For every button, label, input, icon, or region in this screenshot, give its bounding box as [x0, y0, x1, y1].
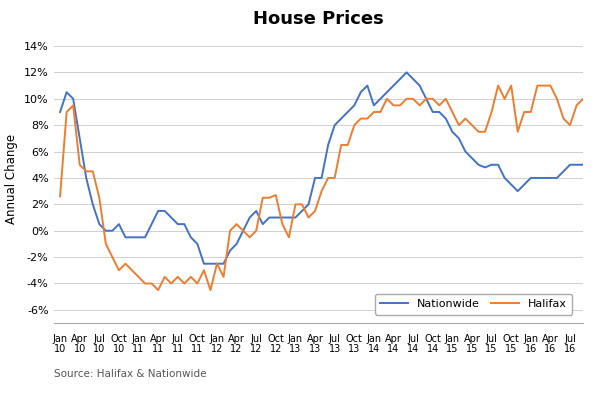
Halifax — [337, 143, 345, 147]
Text: 11: 11 — [133, 344, 145, 354]
Nationwide — [383, 90, 390, 95]
Text: 11: 11 — [191, 344, 203, 354]
Text: 13: 13 — [309, 344, 321, 354]
Text: Apr: Apr — [71, 334, 88, 344]
Text: Oct: Oct — [189, 334, 206, 344]
Text: Oct: Oct — [111, 334, 127, 344]
Text: 15: 15 — [505, 344, 518, 354]
Text: Jan: Jan — [523, 334, 538, 344]
Text: Apr: Apr — [385, 334, 402, 344]
Text: 15: 15 — [446, 344, 459, 354]
Text: Apr: Apr — [150, 334, 167, 344]
Text: 12: 12 — [230, 344, 243, 354]
Line: Nationwide: Nationwide — [60, 72, 595, 264]
Halifax — [57, 194, 64, 199]
Nationwide — [168, 215, 175, 220]
Text: Jul: Jul — [93, 334, 105, 344]
Text: Apr: Apr — [542, 334, 559, 344]
Text: 12: 12 — [270, 344, 282, 354]
Text: Jul: Jul — [407, 334, 419, 344]
Nationwide — [403, 70, 410, 75]
Halifax — [253, 229, 260, 233]
Text: 10: 10 — [113, 344, 125, 354]
Text: Jul: Jul — [172, 334, 184, 344]
Text: Apr: Apr — [228, 334, 245, 344]
Nationwide — [201, 261, 208, 266]
Text: 11: 11 — [171, 344, 184, 354]
Text: Jul: Jul — [250, 334, 262, 344]
Text: Jan: Jan — [209, 334, 224, 344]
Text: 10: 10 — [93, 344, 105, 354]
Text: Oct: Oct — [424, 334, 441, 344]
Text: 13: 13 — [289, 344, 302, 354]
Text: 12: 12 — [250, 344, 262, 354]
Text: 13: 13 — [328, 344, 341, 354]
Text: Apr: Apr — [464, 334, 480, 344]
Text: 14: 14 — [387, 344, 400, 354]
Text: Apr: Apr — [306, 334, 324, 344]
Title: House Prices: House Prices — [253, 10, 384, 28]
Text: Jan: Jan — [445, 334, 460, 344]
Text: 16: 16 — [544, 344, 556, 354]
Nationwide — [488, 162, 495, 167]
Y-axis label: Annual Change: Annual Change — [5, 134, 18, 224]
Text: Source: Halifax & Nationwide: Source: Halifax & Nationwide — [54, 369, 206, 379]
Text: 14: 14 — [368, 344, 380, 354]
Halifax — [227, 229, 234, 233]
Text: 16: 16 — [564, 344, 576, 354]
Text: 12: 12 — [211, 344, 223, 354]
Text: 16: 16 — [525, 344, 537, 354]
Text: 10: 10 — [74, 344, 86, 354]
Line: Halifax: Halifax — [60, 85, 595, 290]
Nationwide — [57, 110, 64, 114]
Text: Oct: Oct — [267, 334, 284, 344]
Halifax — [233, 222, 240, 227]
Nationwide — [455, 136, 462, 141]
Text: Jul: Jul — [328, 334, 340, 344]
Halifax — [155, 288, 162, 292]
Halifax — [148, 281, 155, 286]
Text: Oct: Oct — [503, 334, 519, 344]
Legend: Nationwide, Halifax: Nationwide, Halifax — [375, 294, 572, 315]
Nationwide — [89, 202, 96, 207]
Halifax — [494, 83, 502, 88]
Text: Jan: Jan — [52, 334, 68, 344]
Text: 15: 15 — [466, 344, 478, 354]
Text: 10: 10 — [54, 344, 66, 354]
Text: Jan: Jan — [367, 334, 381, 344]
Text: 15: 15 — [486, 344, 498, 354]
Text: Jan: Jan — [131, 334, 146, 344]
Text: Jul: Jul — [486, 334, 497, 344]
Text: 14: 14 — [407, 344, 419, 354]
Text: 11: 11 — [152, 344, 164, 354]
Text: Oct: Oct — [346, 334, 363, 344]
Text: Jul: Jul — [564, 334, 576, 344]
Halifax — [586, 116, 593, 121]
Nationwide — [593, 162, 595, 167]
Nationwide — [135, 235, 142, 240]
Text: 13: 13 — [348, 344, 361, 354]
Text: 14: 14 — [427, 344, 439, 354]
Text: Jan: Jan — [288, 334, 303, 344]
